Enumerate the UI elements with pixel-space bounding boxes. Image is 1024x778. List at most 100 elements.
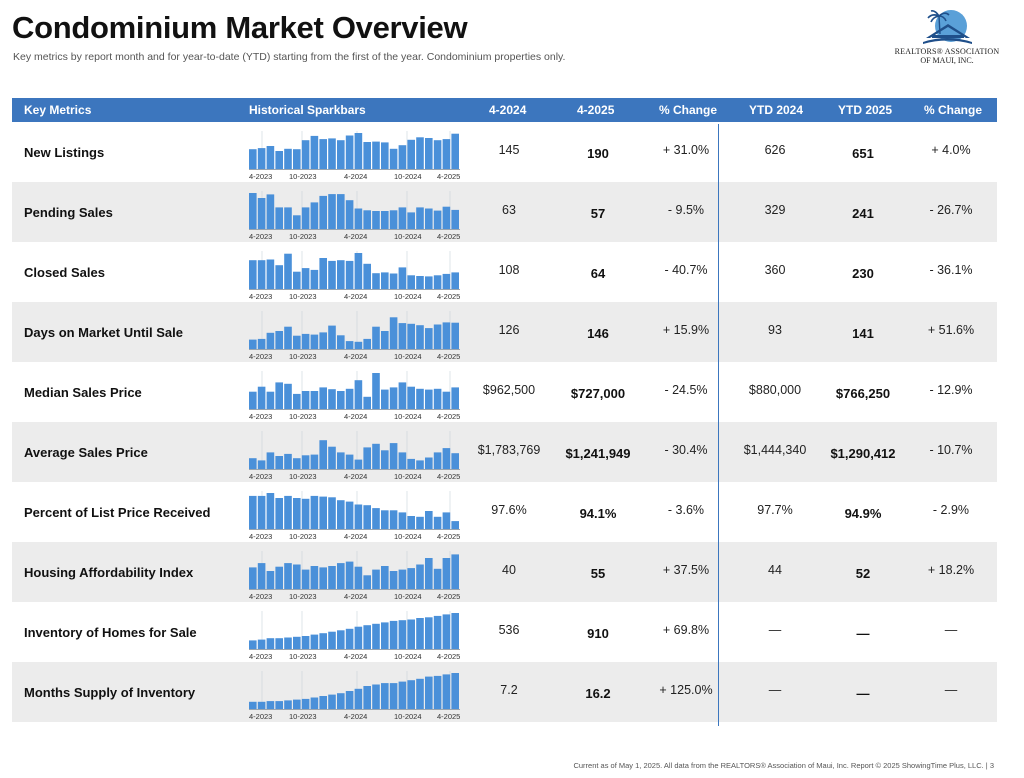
sparkbar [301,455,310,469]
value-month-prior: 40 [502,563,516,577]
sparkbar [398,620,407,649]
sparkbar [301,636,310,649]
sparkbar [301,498,310,529]
value-ytd-change: - 10.7% [929,443,973,457]
sparkbar [284,453,292,469]
sparkbar [284,700,292,709]
sparkbar [345,260,354,289]
sparkbar [425,389,433,409]
footer-note: Current as of May 1, 2025. All data from… [573,761,994,770]
sparkbar [249,701,257,709]
sparkbar [354,459,363,469]
sparkbar [407,516,415,529]
sparkbar [363,447,371,469]
value-ytd-change: - 36.1% [929,263,973,277]
value-month-change: + 31.0% [662,143,710,157]
value-month-prior: 108 [498,263,520,277]
value-ytd-prior: 360 [764,263,786,277]
col-header-month-prior: 4-2024 [489,103,527,117]
col-header-ytd-current: YTD 2025 [838,103,893,117]
sparkbar-tick-label: 4-2023 [249,412,272,421]
sparkbar [319,258,327,289]
sparkbar-tick-label: 4-2025 [437,532,460,541]
sparkbar [407,458,415,469]
sparkbar [433,140,442,169]
sparkbar [425,276,433,289]
sparkbar [442,512,451,529]
value-month-change: - 40.7% [664,263,708,277]
sparkbar [266,146,275,169]
sparkbar-tick-label: 10-2023 [289,172,317,181]
value-ytd-prior: — [768,623,782,637]
value-ytd-current: 241 [852,206,874,221]
sparkbar [293,498,301,529]
sparkbar [381,450,389,469]
sparkbar [293,335,301,349]
sparkbar [337,335,345,349]
sparkbar [310,202,319,229]
sparkbar [354,566,363,589]
sparkbar [433,275,442,289]
sparkbar [301,698,310,709]
sparkbar [337,140,345,169]
sparkbar-tick-label: 4-2024 [344,712,367,721]
sparkbar-svg: 4-2023 10-2023 4-2024 10-2024 4-2025 [249,371,460,421]
value-month-current: 57 [590,206,606,221]
sparkbar-tick-label: 10-2024 [394,532,422,541]
sparkbar [328,694,336,709]
sparkbar-tick-label: 4-2023 [249,292,272,301]
metrics-table: Key Metrics Historical Sparkbars 4-2024 … [12,98,997,722]
sparkbar [266,638,275,649]
sparkbar [275,566,283,589]
metric-name: Months Supply of Inventory [24,685,196,700]
value-month-change: - 30.4% [664,443,708,457]
sparkbar [372,211,380,229]
sparkbar [275,498,283,529]
sparkbar [425,328,433,349]
sparkbar [425,138,433,169]
sparkbar [451,554,459,589]
value-ytd-current: — [856,626,870,641]
sparkbar-tick-label: 10-2023 [289,532,317,541]
value-month-change: - 24.5% [664,383,708,397]
sparkbar [293,458,301,469]
sparkbar [407,139,415,169]
sparkbar [310,634,319,649]
sparkbar [266,332,275,349]
sparkbar [442,273,451,289]
sparkbar [275,382,283,409]
value-month-change: + 15.9% [662,323,710,337]
sparkbar-tick-label: 10-2024 [394,292,422,301]
sparkbar-tick-label: 10-2024 [394,592,422,601]
sparkbar-tick-label: 10-2024 [394,472,422,481]
sparkbar [381,683,389,709]
sparkbar-chart: 4-2023 10-2023 4-2024 10-2024 4-2025 [249,488,462,542]
value-month-current: $1,241,949 [565,446,631,461]
sparkbar-tick-label: 4-2023 [249,712,272,721]
sparkbar [284,383,292,409]
sparkbar [275,701,283,709]
sparkbar [337,693,345,709]
col-header-metric: Key Metrics [24,103,92,117]
sparkbar-chart: 4-2023 10-2023 4-2024 10-2024 4-2025 [249,188,462,242]
col-header-month-change: % Change [659,103,718,117]
sparkbar [381,211,389,229]
value-month-current: 910 [587,626,609,641]
sparkbar [319,440,327,469]
sparkbar [389,620,398,649]
sparkbar-svg: 4-2023 10-2023 4-2024 10-2024 4-2025 [249,611,460,661]
metric-name: Housing Affordability Index [24,565,194,580]
sparkbar [319,496,327,529]
sparkbar-tick-label: 4-2023 [249,352,272,361]
sparkbar [398,207,407,229]
sparkbar [407,619,415,649]
sparkbar [249,260,257,289]
sparkbar [442,558,451,589]
sparkbar [416,276,424,289]
sparkbar [345,388,354,409]
sparkbar [363,686,371,709]
sparkbar [354,688,363,709]
sparkbar [249,458,257,469]
sparkbar-tick-label: 10-2024 [394,172,422,181]
sparkbar [442,139,451,169]
